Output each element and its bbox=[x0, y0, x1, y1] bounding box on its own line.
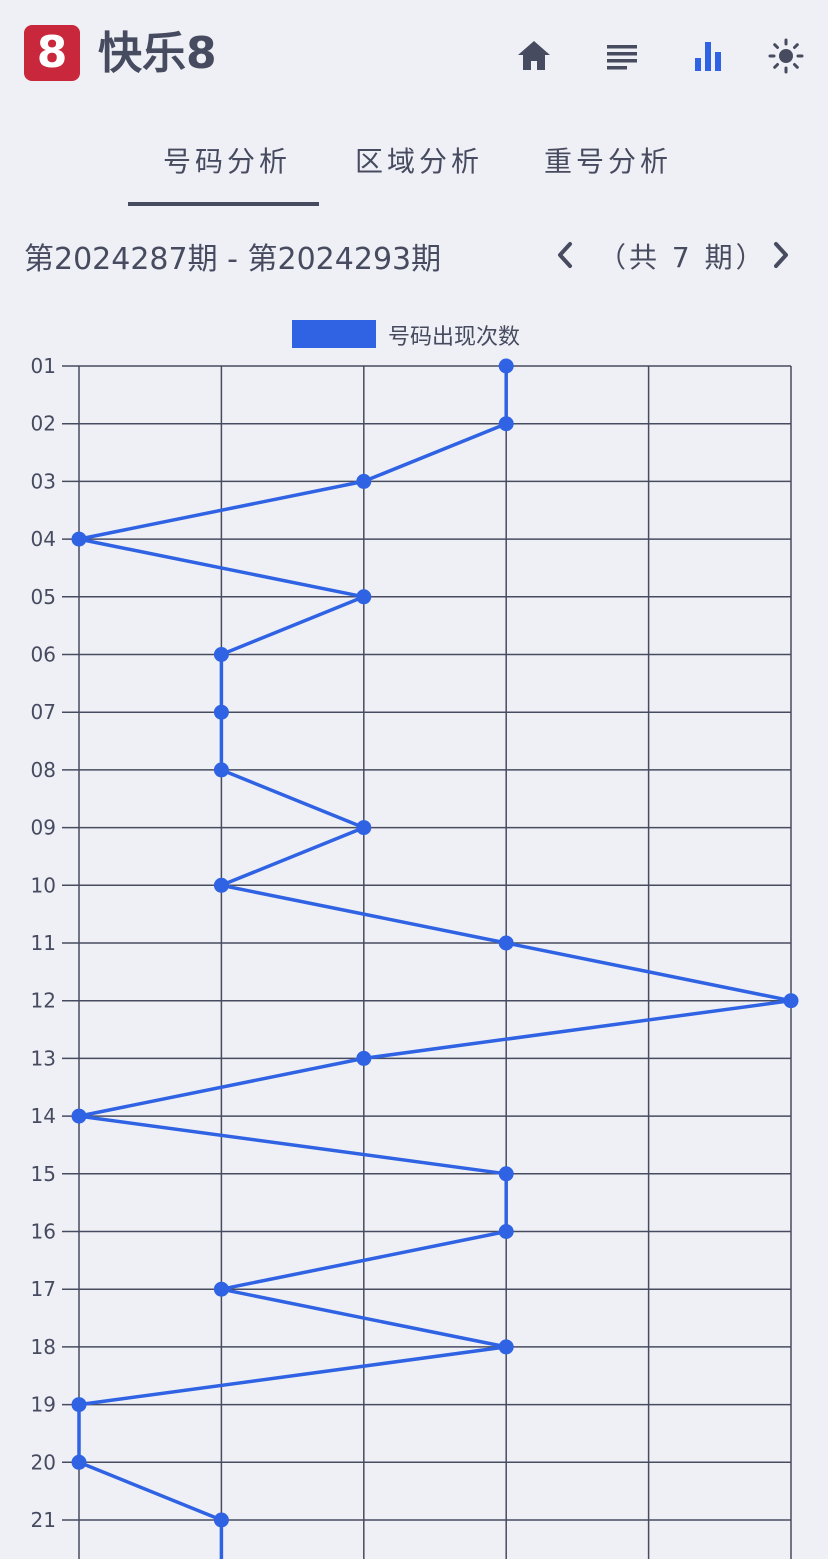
legend-label: 号码出现次数 bbox=[388, 325, 521, 350]
y-tick-label: 07 bbox=[31, 700, 56, 724]
data-point bbox=[213, 704, 229, 720]
y-tick-label: 03 bbox=[31, 469, 56, 493]
y-tick-label: 16 bbox=[31, 1220, 56, 1244]
data-point bbox=[213, 762, 229, 778]
period-count: （共 7 期） bbox=[598, 241, 767, 274]
data-point bbox=[356, 820, 372, 836]
brightness-icon[interactable] bbox=[766, 36, 806, 76]
y-tick-label: 20 bbox=[31, 1450, 56, 1474]
number-frequency-chart: 号码出现次数 01 02 03 04 05 06 07 08 09 10 11 12 13 14 15 16 1… bbox=[0, 300, 828, 1559]
data-point bbox=[71, 1108, 87, 1124]
y-tick-label: 17 bbox=[31, 1277, 56, 1301]
y-tick-label: 21 bbox=[31, 1508, 56, 1532]
period-range: 第2024287期 - 第2024293期 bbox=[24, 242, 442, 277]
data-point bbox=[213, 647, 229, 662]
y-tick-label: 14 bbox=[31, 1104, 56, 1128]
data-point bbox=[498, 416, 514, 432]
y-tick-label: 15 bbox=[31, 1162, 56, 1186]
y-tick-label: 06 bbox=[31, 643, 56, 667]
analysis-tabs: 号码分析 区域分析 重号分析 bbox=[0, 120, 828, 210]
data-point bbox=[498, 358, 514, 374]
chart-plot: 01 02 03 04 05 06 07 08 09 10 11 12 13 14 15 16 17 18 19 20… bbox=[31, 354, 799, 1559]
y-tick-label: 04 bbox=[31, 527, 56, 551]
y-tick-label: 09 bbox=[31, 816, 56, 840]
data-point bbox=[71, 531, 87, 547]
y-tick-label: 11 bbox=[31, 931, 56, 955]
tab-number-analysis[interactable]: 号码分析 bbox=[163, 145, 292, 178]
list-icon[interactable] bbox=[602, 36, 642, 76]
data-point bbox=[783, 993, 799, 1009]
y-tick-label: 12 bbox=[31, 989, 56, 1013]
active-tab-indicator bbox=[128, 202, 319, 206]
y-tick-label: 10 bbox=[31, 873, 56, 897]
chevron-right-icon[interactable] bbox=[768, 238, 794, 272]
data-point bbox=[356, 589, 372, 605]
y-tick-label: 19 bbox=[31, 1393, 56, 1417]
data-point bbox=[213, 1512, 229, 1528]
data-point bbox=[356, 1050, 372, 1066]
y-tick-label: 18 bbox=[31, 1335, 56, 1359]
data-point bbox=[71, 1454, 87, 1470]
data-point bbox=[498, 1339, 514, 1355]
data-point bbox=[498, 1224, 514, 1239]
legend-swatch[interactable] bbox=[292, 320, 376, 348]
app-logo: 8 bbox=[24, 25, 80, 81]
y-tick-label: 13 bbox=[31, 1046, 56, 1070]
data-point bbox=[213, 1281, 229, 1297]
bar-chart-icon[interactable] bbox=[690, 36, 730, 76]
chevron-left-icon[interactable] bbox=[552, 238, 578, 272]
data-point bbox=[71, 1397, 87, 1413]
data-point bbox=[498, 1166, 514, 1182]
data-point bbox=[213, 877, 229, 893]
tab-zone-analysis[interactable]: 区域分析 bbox=[355, 145, 484, 178]
series-line bbox=[77, 366, 793, 1559]
y-tick-label: 01 bbox=[31, 354, 56, 378]
y-tick-label: 02 bbox=[31, 412, 56, 436]
y-tick-label: 08 bbox=[31, 758, 56, 782]
period-selector: 第2024287期 - 第2024293期 （共 7 期） bbox=[0, 228, 828, 284]
data-point bbox=[498, 935, 514, 951]
app-header: 8 快乐8 bbox=[0, 0, 828, 110]
tab-repeat-analysis[interactable]: 重号分析 bbox=[544, 145, 673, 178]
data-point bbox=[356, 473, 372, 489]
home-icon[interactable] bbox=[514, 36, 554, 76]
app-title: 快乐8 bbox=[98, 28, 217, 79]
y-tick-label: 05 bbox=[31, 585, 56, 609]
